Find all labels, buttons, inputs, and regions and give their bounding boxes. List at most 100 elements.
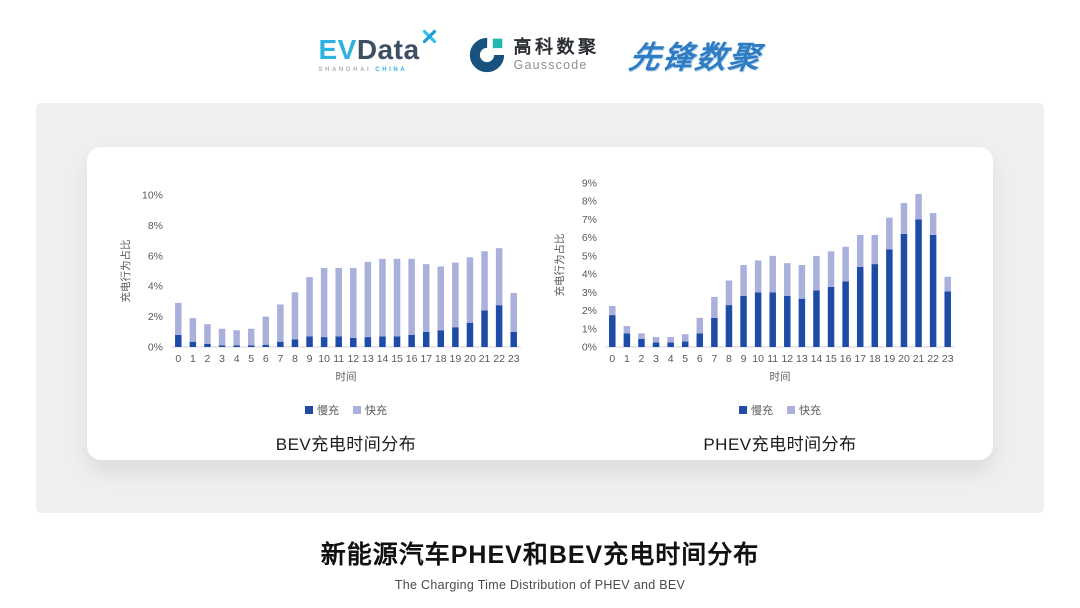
bar-segment-fast (204, 324, 211, 344)
x-tick-label: 0 (175, 353, 181, 365)
phev-chart-caption: PHEV充电时间分布 (703, 435, 857, 454)
bar-segment-fast (452, 262, 459, 328)
bev-legend: 慢充 快充 (159, 402, 533, 418)
bar-segment-slow (408, 334, 415, 347)
bar-segment-slow (350, 337, 357, 347)
bar-segment-fast (856, 234, 864, 267)
bar-segment-fast (667, 336, 674, 343)
charts-card: 0% 2% 4% 6% 8% 10% 充电行为占比 0 1 2 3 4 5 6 7 8 9 10 11 12 13 14 1… (87, 147, 993, 460)
evdata-china-text: CHINA (375, 67, 408, 73)
x-tick-label: 16 (840, 353, 852, 365)
x-tick-label: 22 (493, 353, 505, 365)
bar-segment-slow (711, 317, 718, 347)
bev-chart-footer: 慢充 快充 BEV充电时间分布 (113, 400, 533, 455)
bar-segment-fast (886, 217, 893, 250)
bar-segment-slow (900, 234, 908, 347)
bar-segment-slow (827, 286, 835, 347)
bar-segment-fast (262, 316, 270, 345)
x-tick-label: 11 (333, 353, 344, 365)
x-axis-title: 时间 (770, 370, 791, 383)
y-tick-label: 6% (148, 250, 163, 262)
bar-segment-fast (754, 260, 762, 293)
bar-segment-slow (813, 290, 820, 347)
y-tick-label: 5% (582, 250, 597, 262)
y-tick-label: 3% (582, 287, 597, 299)
bar-segment-fast (740, 265, 747, 296)
bar-segment-slow (218, 345, 226, 347)
bar-segment-fast (393, 258, 401, 337)
bar-segment-slow (667, 342, 674, 347)
y-tick-label: 7% (582, 214, 597, 226)
bar-segment-slow (306, 336, 313, 347)
x-tick-label: 8 (726, 353, 732, 365)
phev-chart-footer: 慢充 快充 PHEV充电时间分布 (547, 400, 967, 455)
gausscode-text: 高科数聚 Gausscode (514, 37, 600, 72)
chart-section-phev: 0% 1% 2% 3% 4% 5% 6% 7% 8% 9% 充电行为占比 0 1 2 3 4 5 6 7 8 9 10 11… (547, 175, 967, 460)
y-tick-label: 8% (582, 196, 597, 208)
x-tick-label: 20 (464, 353, 476, 365)
x-tick-label: 2 (205, 353, 211, 365)
bar-segment-fast (900, 203, 908, 235)
bar-segment-slow (233, 345, 240, 347)
x-tick-label: 9 (741, 353, 747, 365)
legend-label-slow: 慢充 (751, 405, 773, 417)
bar-segment-fast (291, 292, 299, 340)
bar-segment-slow (915, 219, 922, 347)
bar-segment-fast (696, 317, 704, 334)
x-tick-label: 6 (697, 353, 703, 365)
pioneer-logo: 先锋数聚 (626, 40, 764, 75)
y-tick-label: 1% (582, 323, 597, 335)
evdata-shanghai-text: SHANGHAI (318, 67, 372, 73)
bar-segment-fast (784, 263, 791, 296)
bar-segment-slow (740, 295, 747, 347)
bar-segment-slow (335, 336, 342, 347)
y-axis-title: 充电行为占比 (119, 240, 132, 303)
evdata-data-text: Data (356, 34, 420, 65)
bar-segment-slow (277, 341, 284, 347)
legend-item-fast: 快充 (787, 402, 821, 418)
bev-chart-caption: BEV充电时间分布 (275, 435, 417, 454)
x-tick-label: 15 (825, 353, 837, 365)
x-tick-label: 8 (292, 353, 298, 365)
page-title: 新能源汽车PHEV和BEV充电时间分布 (320, 541, 760, 569)
bar-segment-fast (638, 333, 645, 339)
y-tick-label: 10% (142, 190, 163, 202)
bar-segment-slow (466, 322, 474, 347)
bar-segment-slow (798, 298, 806, 347)
bar-segment-slow (422, 331, 430, 347)
bar-segment-fast (871, 234, 879, 265)
legend-label-slow: 慢充 (317, 405, 339, 417)
bar-segment-fast (277, 304, 284, 342)
logo-header: EV Data SHANGHAI CHINA 高科数聚 Gausscode 先锋数 (0, 0, 1080, 103)
bar-segment-fast (944, 276, 951, 292)
x-tick-label: 22 (927, 353, 939, 365)
bar-segment-fast (929, 213, 937, 235)
x-tick-label: 3 (653, 353, 659, 365)
bar-segment-fast (813, 255, 820, 291)
bar-segment-fast (842, 246, 849, 282)
bar-segment-fast (233, 330, 240, 346)
y-tick-label: 4% (582, 269, 597, 281)
bar-segment-fast (306, 277, 313, 337)
x-tick-label: 14 (811, 353, 823, 365)
bar-segment-fast (218, 328, 226, 346)
bar-segment-fast (623, 326, 631, 334)
x-tick-label: 17 (420, 353, 432, 365)
x-tick-label: 5 (682, 353, 688, 365)
bar-segment-slow (929, 234, 937, 347)
bar-segment-fast (711, 296, 718, 318)
bar-segment-fast (798, 265, 806, 299)
bar-segment-slow (681, 341, 689, 347)
x-tick-label: 2 (639, 353, 645, 365)
x-tick-label: 3 (219, 353, 225, 365)
bar-segment-fast (379, 258, 386, 337)
bar-segment-slow (452, 327, 459, 347)
bar-segment-slow (696, 333, 704, 347)
bar-segment-slow (638, 338, 645, 347)
x-tick-label: 12 (781, 353, 793, 365)
x-axis-title: 时间 (336, 370, 357, 383)
bar-segment-slow (262, 344, 270, 347)
y-tick-label: 2% (148, 311, 163, 323)
bar-segment-fast (466, 257, 474, 323)
